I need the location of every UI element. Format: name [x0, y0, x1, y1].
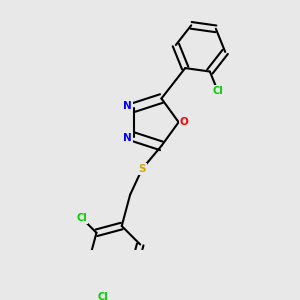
Text: Cl: Cl	[212, 86, 223, 96]
Text: N: N	[123, 101, 132, 111]
Text: Cl: Cl	[76, 213, 87, 223]
Text: N: N	[123, 133, 132, 143]
Text: O: O	[180, 117, 188, 127]
Text: Cl: Cl	[97, 292, 108, 300]
Text: S: S	[139, 164, 146, 174]
